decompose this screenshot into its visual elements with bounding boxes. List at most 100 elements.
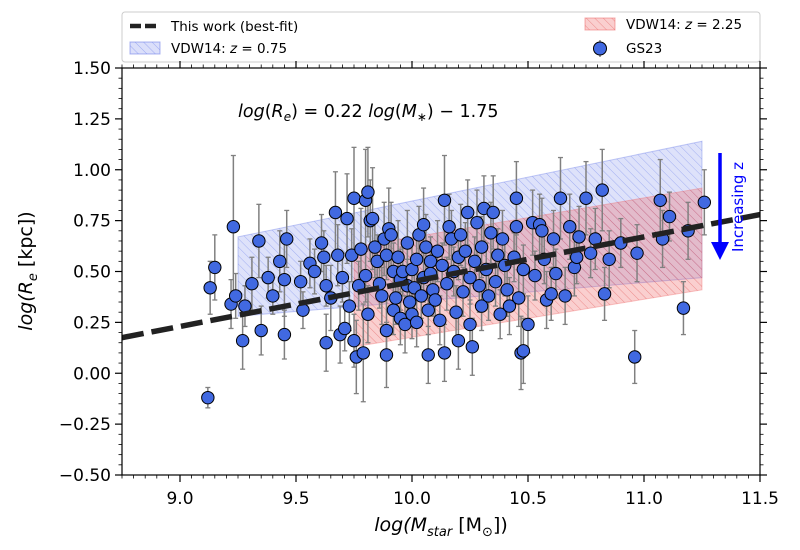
data-point — [296, 303, 310, 317]
y-tick-label: 0.50 — [73, 263, 111, 283]
y-axis-label: log(Re [kpc]) — [15, 211, 41, 330]
data-point — [277, 327, 292, 342]
legend-label-best-fit: This work (best-fit) — [170, 19, 298, 35]
plot-area: log(Re) = 0.22 log(M∗) − 1.75 Increasing… — [59, 59, 779, 509]
data-point — [579, 191, 593, 205]
data-point — [572, 230, 586, 244]
data-point — [500, 283, 514, 297]
x-tick-label: 11.0 — [625, 489, 663, 509]
data-point — [451, 333, 466, 348]
data-point — [437, 193, 452, 207]
legend-label-vdw14-z225: VDW14: z = 2.25 — [626, 17, 742, 33]
data-point — [484, 226, 498, 240]
data-point — [266, 289, 280, 303]
data-point — [419, 240, 433, 254]
data-point — [495, 232, 510, 246]
data-point — [335, 270, 350, 285]
fit-line-group — [122, 211, 760, 341]
data-point — [458, 244, 473, 258]
ticks: 9.0 9.5 10.0 10.5 11.0 11.5 −0.50 −0.25 0.00 0.25… — [59, 59, 779, 509]
data-point — [528, 268, 542, 283]
legend-swatch-vdw14-z225-hatch — [585, 18, 615, 30]
data-point — [546, 232, 561, 246]
data-point — [460, 205, 475, 220]
data-point — [319, 336, 333, 350]
gs23-points — [201, 183, 712, 405]
y-tick-label: 0.00 — [73, 364, 111, 384]
data-point — [481, 289, 496, 303]
data-point — [203, 281, 217, 295]
data-point — [549, 266, 563, 281]
x-tick-label: 9.5 — [282, 489, 309, 509]
data-point — [368, 240, 382, 254]
data-point — [512, 291, 526, 305]
x-tick-label: 9.0 — [166, 489, 193, 509]
data-point — [361, 185, 375, 199]
data-point — [228, 289, 243, 303]
data-point — [402, 295, 417, 309]
data-point — [235, 333, 250, 348]
x-tick-label: 11.5 — [741, 489, 779, 509]
data-point — [416, 217, 431, 232]
data-point — [344, 248, 359, 262]
y-tick-label: −0.50 — [59, 466, 111, 486]
data-point — [467, 254, 482, 269]
data-point — [317, 250, 331, 264]
data-point — [409, 315, 424, 330]
x-tick-label: 10.5 — [509, 489, 547, 509]
arrow-label: Increasing z — [729, 162, 747, 252]
data-point — [342, 299, 357, 313]
data-point — [340, 211, 354, 226]
data-point — [365, 211, 380, 226]
data-point — [697, 195, 712, 210]
data-point — [470, 215, 484, 230]
data-point — [400, 236, 415, 250]
data-point — [428, 293, 442, 307]
data-point — [516, 262, 531, 277]
data-point — [379, 248, 394, 262]
data-point — [307, 264, 322, 279]
data-point — [347, 191, 361, 205]
data-point — [583, 246, 598, 260]
data-point — [502, 299, 517, 313]
legend-swatch-gs23-marker — [593, 41, 607, 56]
data-point — [319, 279, 333, 293]
data-point — [370, 254, 384, 269]
data-point — [553, 191, 568, 205]
y-tick-label: 0.25 — [73, 313, 111, 333]
data-point — [356, 346, 370, 360]
data-point — [628, 350, 642, 364]
data-point — [474, 240, 489, 254]
data-point — [595, 183, 609, 197]
data-point — [602, 252, 616, 266]
data-point — [440, 277, 454, 291]
y-tick-label: 1.25 — [73, 110, 111, 130]
data-point — [391, 250, 405, 264]
data-point — [414, 289, 428, 303]
data-point — [544, 287, 558, 301]
data-point — [354, 242, 368, 256]
data-point — [535, 224, 549, 238]
data-point — [486, 205, 500, 220]
data-point — [273, 254, 287, 269]
data-point — [437, 346, 452, 360]
data-point — [347, 333, 361, 348]
data-point — [384, 228, 398, 242]
legend: This work (best-fit) VDW14: z = 0.75 VDW… — [121, 11, 761, 63]
data-point — [293, 274, 308, 289]
data-point — [521, 317, 535, 332]
y-tick-label: 1.00 — [73, 161, 111, 181]
data-point — [252, 234, 266, 248]
data-point — [454, 228, 468, 242]
data-point — [261, 270, 275, 285]
y-tick-label: 1.50 — [73, 59, 111, 79]
data-point — [456, 285, 470, 299]
data-point — [331, 248, 345, 262]
data-point — [338, 321, 352, 336]
y-tick-label: −0.25 — [59, 415, 111, 435]
legend-label-gs23: GS23 — [626, 41, 662, 57]
data-point — [465, 340, 480, 354]
data-point — [379, 323, 394, 338]
data-point — [630, 246, 644, 260]
